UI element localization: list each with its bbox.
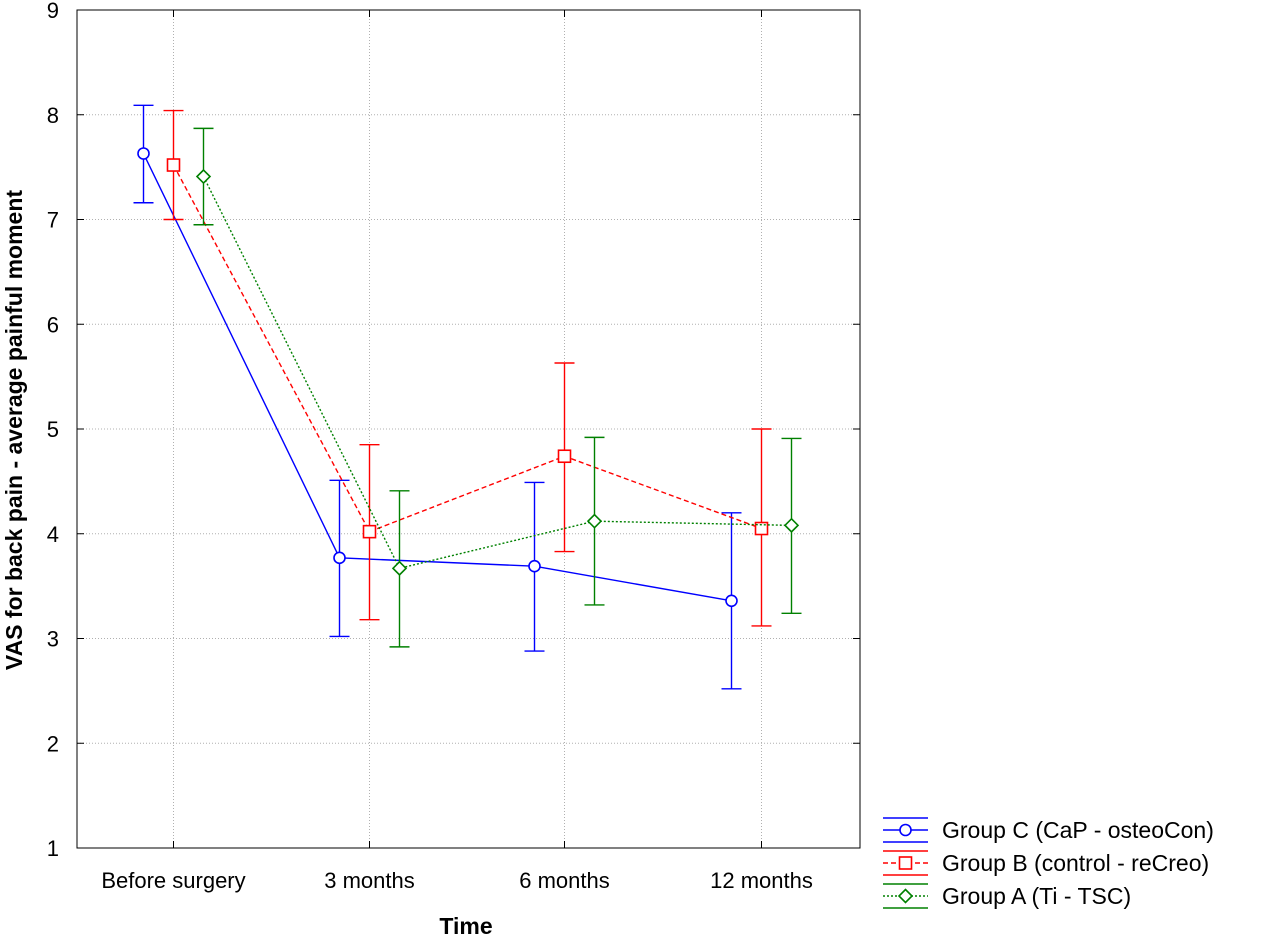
y-axis-label: VAS for back pain - average painful mome… [1,190,27,670]
grid [77,10,860,848]
point-marker [754,521,769,536]
legend-label: Group B (control - reCreo) [942,850,1209,876]
legend-item: Group A (Ti - TSC) [883,883,1131,909]
point-marker [783,517,800,534]
y-tick-label: 4 [47,522,59,547]
series-2 [163,109,772,627]
y-tick-label: 6 [47,312,59,337]
legend-label: Group A (Ti - TSC) [942,883,1131,909]
point-marker [137,147,150,160]
point-marker [899,823,912,837]
y-tick-label: 7 [47,208,59,233]
legend: Group C (CaP - osteoCon) Group B (control… [883,817,1214,909]
x-axis: Before surgery 3 months 6 months 12 months [101,10,813,893]
x-axis-label: Time [439,913,492,938]
x-tick-label: 6 months [519,868,610,893]
series-line [202,176,792,570]
legend-label: Group C (CaP - osteoCon) [942,817,1214,843]
point-marker [725,594,738,608]
series-line [142,153,732,602]
y-tick-label: 1 [47,836,59,861]
x-tick-label: 12 months [710,868,813,893]
point-marker [586,513,603,529]
y-tick-label: 3 [47,627,59,652]
y-tick-label: 5 [47,417,59,442]
point-marker [333,551,346,565]
series-1 [133,104,742,690]
point-marker [528,559,541,573]
point-marker [391,560,408,576]
point-marker [898,856,913,870]
series-line [172,164,762,533]
y-tick-label: 2 [47,731,59,756]
series-layer [133,104,802,690]
x-tick-label: 3 months [324,868,415,893]
y-tick-label: 8 [47,103,59,128]
series-3 [193,127,802,648]
point-marker [897,888,914,904]
legend-item: Group B (control - reCreo) [883,850,1209,876]
x-tick-label: Before surgery [101,868,245,893]
point-marker [557,449,572,464]
point-marker [362,524,377,539]
y-axis: 1 2 3 4 5 6 7 8 9 [47,0,860,861]
y-tick-label: 9 [47,0,59,23]
point-marker [166,158,181,172]
point-marker [195,168,212,185]
legend-item: Group C (CaP - osteoCon) [883,817,1214,843]
